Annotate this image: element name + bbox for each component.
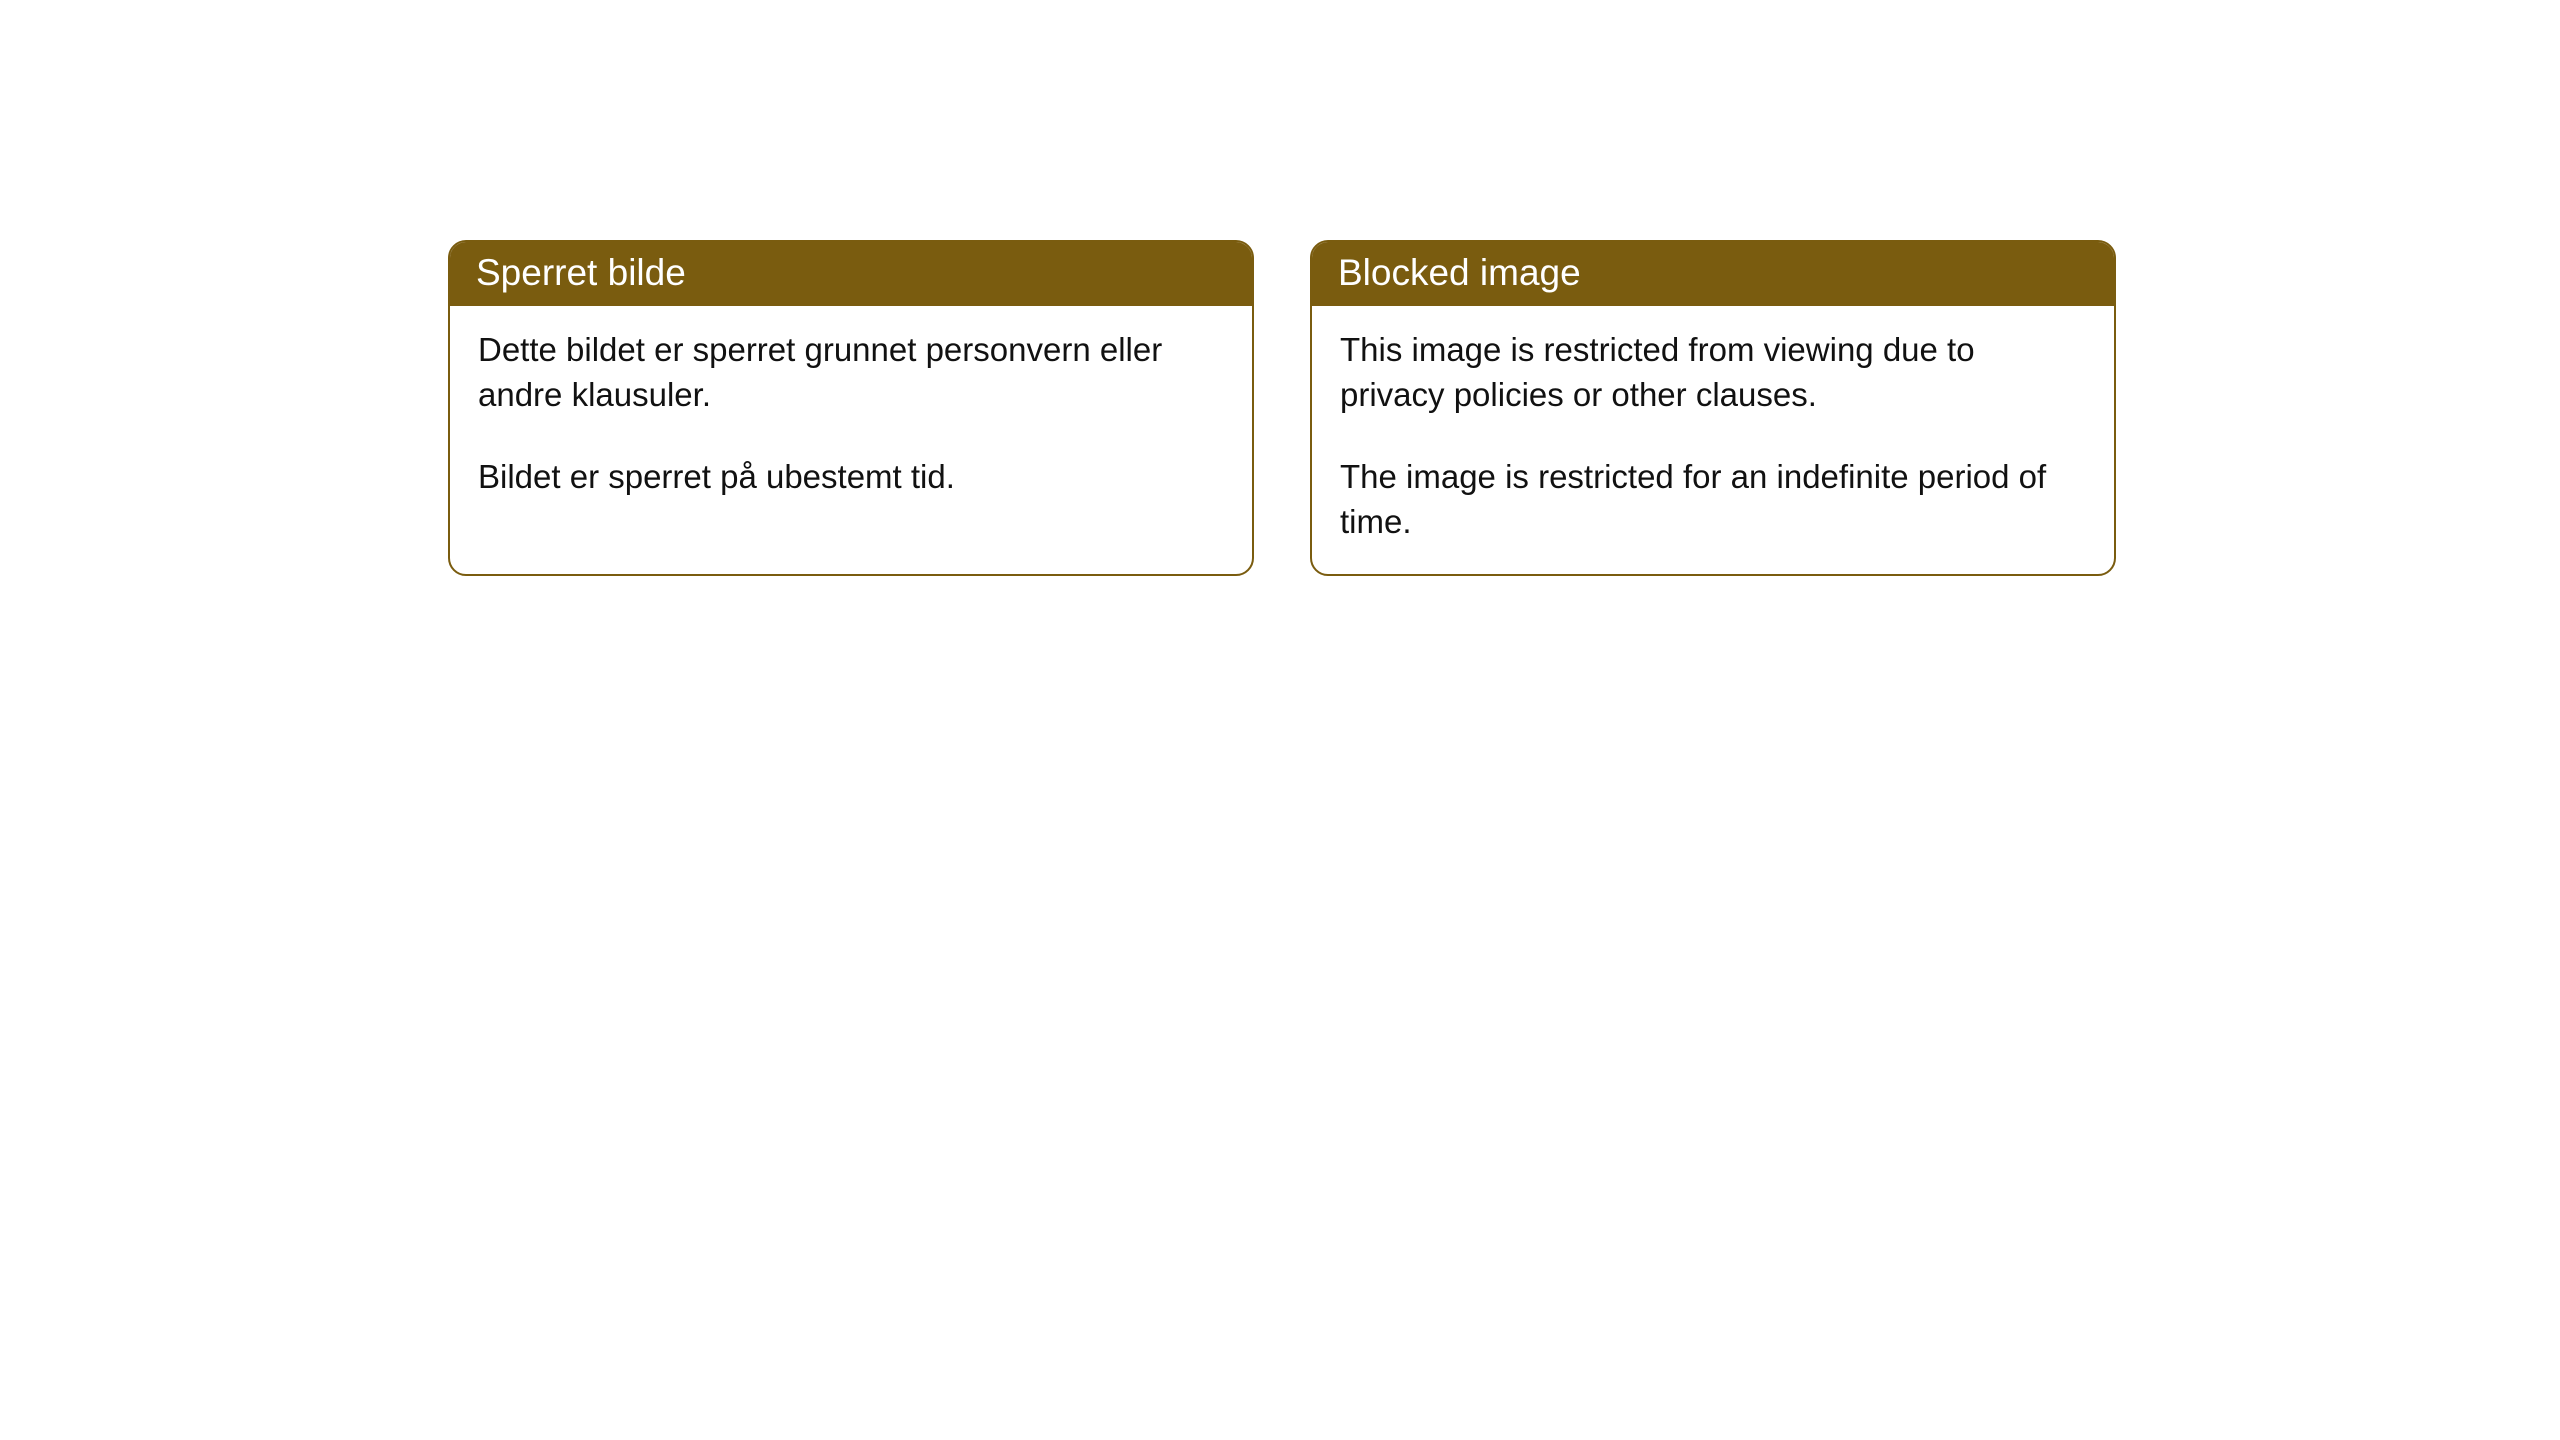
notice-container: Sperret bilde Dette bildet er sperret gr…: [0, 0, 2560, 576]
notice-paragraph-2: Bildet er sperret på ubestemt tid.: [478, 455, 1224, 500]
notice-header: Sperret bilde: [450, 242, 1252, 306]
notice-body: This image is restricted from viewing du…: [1312, 306, 2114, 574]
notice-card-norwegian: Sperret bilde Dette bildet er sperret gr…: [448, 240, 1254, 576]
notice-paragraph-1: Dette bildet er sperret grunnet personve…: [478, 328, 1224, 417]
notice-paragraph-1: This image is restricted from viewing du…: [1340, 328, 2086, 417]
notice-header: Blocked image: [1312, 242, 2114, 306]
notice-paragraph-2: The image is restricted for an indefinit…: [1340, 455, 2086, 544]
notice-card-english: Blocked image This image is restricted f…: [1310, 240, 2116, 576]
notice-body: Dette bildet er sperret grunnet personve…: [450, 306, 1252, 530]
